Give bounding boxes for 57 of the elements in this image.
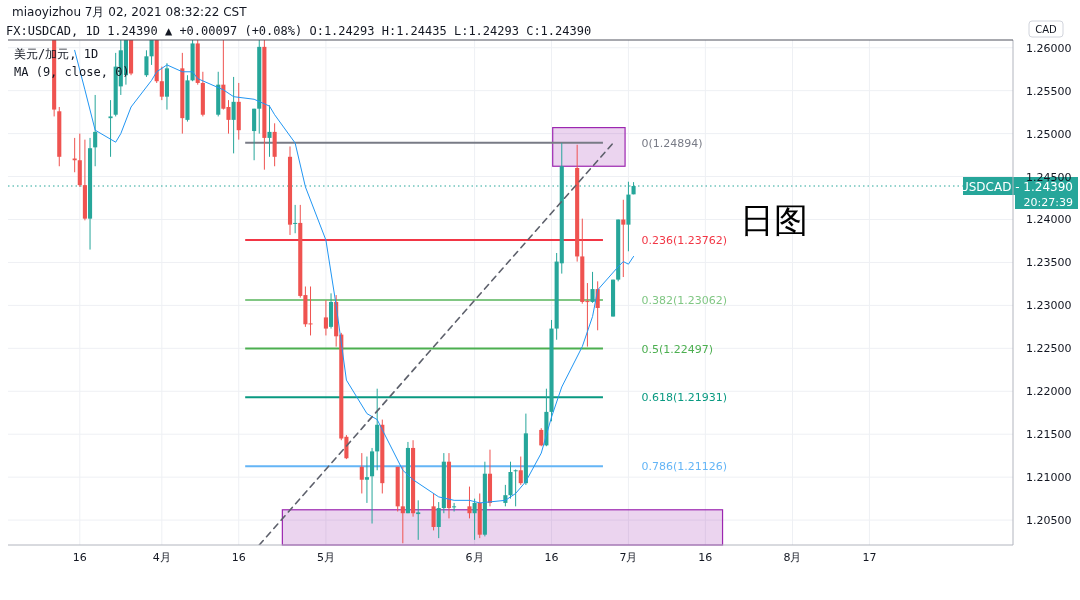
text: miaoyizhou 7月 02, 2021 08:32:22 CST	[12, 5, 248, 19]
x-tick-label: 16	[231, 551, 246, 564]
text: 20:27:39	[1023, 196, 1073, 209]
candlestick	[359, 452, 364, 494]
candlestick	[108, 99, 113, 158]
ref-line-label: 0.382(1.23062)	[641, 294, 728, 308]
x-tick-label: 16	[72, 551, 87, 564]
candlestick	[621, 199, 626, 278]
candlestick	[508, 461, 513, 500]
ref-line-label: 0.5(1.22497)	[641, 342, 714, 356]
y-tick-label: 1.20500	[1026, 514, 1072, 528]
x-tick-label: 17	[862, 551, 877, 564]
y-tick-label: 1.24000	[1026, 213, 1072, 227]
y-tick-label: 1.23500	[1026, 256, 1072, 270]
candlestick	[513, 468, 518, 507]
candlestick	[518, 456, 523, 486]
ref-line-label: 0(1.24894)	[641, 136, 703, 150]
candlestick	[452, 502, 457, 513]
candlestick	[149, 40, 154, 66]
ref-line-label: 0.236(1.23762)	[641, 233, 728, 247]
candlestick	[539, 427, 544, 447]
candlestick	[293, 204, 298, 234]
x-tick-label: 7月	[619, 551, 638, 564]
ref-line-label: 0.618(1.21931)	[641, 391, 728, 405]
x-tick-label: 8月	[783, 551, 802, 564]
candlestick	[436, 501, 441, 539]
candlestick	[159, 66, 164, 101]
y-tick-label: 1.21500	[1026, 428, 1072, 442]
annotation: 日图	[740, 200, 808, 240]
candlestick	[231, 76, 236, 154]
candlestick	[323, 299, 328, 336]
candlestick	[364, 456, 369, 504]
y-tick-label: 1.22500	[1026, 342, 1072, 356]
candlestick	[416, 499, 421, 541]
x-tick-label: 6月	[465, 551, 484, 564]
x-tick-label: 16	[698, 551, 713, 564]
candlestick	[472, 498, 477, 541]
candlestick	[400, 466, 405, 544]
y-tick-label: 1.25500	[1026, 84, 1072, 98]
x-tick-label: 16	[544, 551, 559, 564]
candlestick	[590, 271, 595, 304]
y-tick-label: 1.25000	[1026, 127, 1072, 141]
ref-line-label: 0.786(1.21126)	[641, 460, 728, 474]
text: CAD	[1035, 24, 1058, 35]
y-tick-label: 1.23000	[1026, 299, 1072, 313]
candlestick	[431, 492, 436, 531]
y-tick-label: 1.26000	[1026, 41, 1072, 55]
candlestick	[467, 486, 472, 519]
x-tick-label: 4月	[152, 551, 171, 564]
candlestick	[252, 108, 257, 161]
candlestick	[93, 94, 98, 167]
x-tick-label: 5月	[316, 551, 335, 564]
y-tick-label: 1.22000	[1026, 385, 1072, 399]
candlestick	[144, 49, 149, 78]
chart-title: FX:USDCAD, 1D 1.24390 ▲ +0.00097 (+0.08%) O:1.24293 H:1.24435 L:1.24293 C:1.24390	[6, 24, 592, 38]
y-tick-label: 1.21000	[1026, 471, 1072, 485]
candlestick	[267, 104, 272, 158]
